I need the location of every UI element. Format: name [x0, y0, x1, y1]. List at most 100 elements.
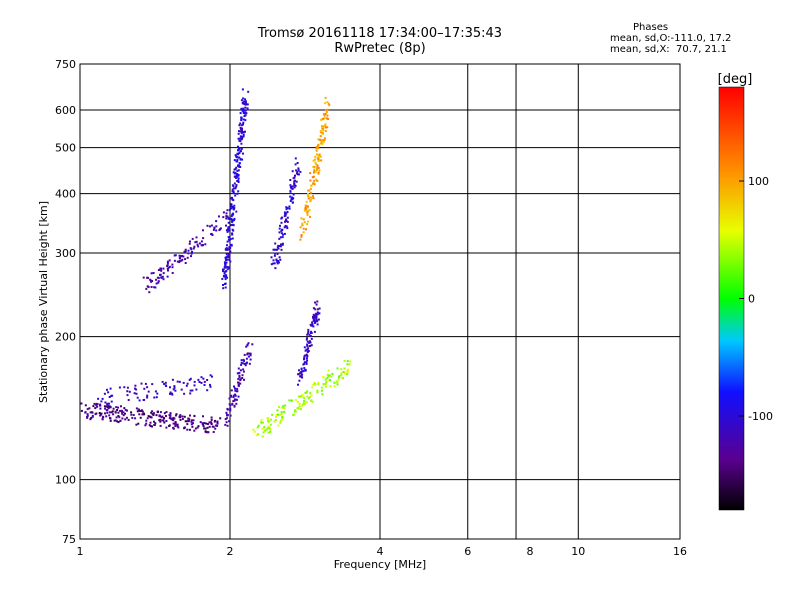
- data-point: [171, 263, 174, 266]
- data-point: [212, 425, 215, 428]
- data-point: [263, 426, 266, 429]
- data-point: [307, 220, 309, 223]
- data-point: [224, 286, 227, 289]
- data-point: [144, 424, 147, 427]
- data-point: [225, 256, 228, 259]
- data-point: [162, 419, 165, 422]
- data-point: [238, 156, 240, 159]
- data-point: [278, 256, 281, 259]
- data-point: [262, 431, 265, 434]
- data-point: [316, 300, 319, 303]
- data-point: [190, 255, 192, 258]
- data-point: [324, 109, 327, 111]
- data-point: [168, 259, 171, 262]
- y-tick-label: 200: [55, 331, 76, 344]
- data-point: [94, 407, 97, 410]
- data-point: [321, 126, 324, 129]
- data-point: [321, 129, 324, 132]
- data-point: [328, 104, 331, 107]
- data-point: [340, 368, 343, 371]
- data-point: [105, 405, 108, 408]
- data-point: [297, 169, 300, 172]
- data-point: [239, 369, 242, 372]
- data-point: [225, 421, 228, 424]
- data-point: [317, 312, 320, 315]
- data-point: [270, 256, 273, 259]
- data-point: [166, 264, 169, 267]
- data-point: [306, 345, 309, 348]
- data-point: [327, 102, 330, 105]
- data-point: [248, 362, 251, 365]
- data-point: [302, 231, 305, 234]
- data-point: [179, 418, 182, 421]
- data-point: [150, 280, 153, 283]
- data-point: [315, 303, 318, 306]
- data-point: [232, 394, 235, 397]
- data-point: [202, 423, 204, 426]
- data-point: [272, 259, 275, 262]
- data-point: [215, 220, 218, 223]
- data-point: [235, 174, 238, 176]
- data-point: [96, 405, 99, 408]
- data-point: [312, 383, 315, 386]
- data-point: [317, 318, 320, 321]
- data-point: [247, 90, 250, 93]
- data-point: [303, 209, 306, 212]
- data-point: [273, 262, 276, 265]
- data-point: [324, 124, 327, 127]
- data-point: [190, 252, 193, 255]
- data-point: [236, 180, 239, 182]
- data-point: [148, 291, 151, 294]
- data-point: [124, 412, 126, 415]
- data-point: [237, 367, 240, 370]
- data-point: [209, 374, 212, 377]
- data-point: [304, 391, 307, 394]
- colorbar-tick-label: -100: [748, 410, 773, 423]
- data-point: [140, 382, 143, 385]
- data-point: [318, 307, 321, 310]
- data-point: [330, 375, 333, 378]
- data-point: [123, 407, 126, 410]
- data-point: [244, 106, 247, 109]
- data-point: [228, 420, 231, 423]
- data-point: [229, 408, 232, 411]
- data-point: [86, 413, 89, 416]
- data-point: [321, 132, 324, 135]
- data-point: [313, 318, 315, 321]
- data-point: [244, 111, 246, 114]
- data-point: [314, 383, 317, 386]
- data-point: [242, 133, 245, 136]
- data-point: [226, 276, 228, 279]
- data-point: [215, 424, 217, 427]
- data-point: [191, 389, 194, 392]
- data-point: [242, 107, 245, 110]
- data-point: [315, 149, 318, 152]
- data-point: [242, 362, 245, 365]
- x-axis: 1 2 4 6 8 10 16: [77, 545, 688, 558]
- data-point: [320, 389, 323, 392]
- data-point: [237, 395, 240, 398]
- data-point: [186, 423, 189, 426]
- colorbar-label: [deg]: [718, 72, 753, 87]
- data-point: [292, 413, 295, 416]
- data-point: [103, 392, 106, 395]
- data-point: [322, 140, 325, 143]
- data-point: [244, 114, 247, 117]
- data-point: [237, 132, 240, 135]
- data-point: [262, 421, 264, 424]
- data-point: [106, 402, 109, 405]
- data-point: [115, 406, 118, 409]
- data-point: [236, 152, 239, 155]
- data-point: [309, 392, 312, 395]
- data-point: [299, 375, 302, 378]
- data-point: [233, 217, 236, 220]
- data-point: [210, 418, 213, 421]
- data-point: [300, 234, 303, 236]
- data-point: [159, 424, 162, 427]
- data-point: [246, 361, 248, 364]
- data-point: [231, 220, 234, 222]
- data-point: [294, 163, 297, 166]
- data-point: [233, 207, 236, 209]
- data-point: [240, 127, 243, 130]
- data-point: [193, 245, 196, 248]
